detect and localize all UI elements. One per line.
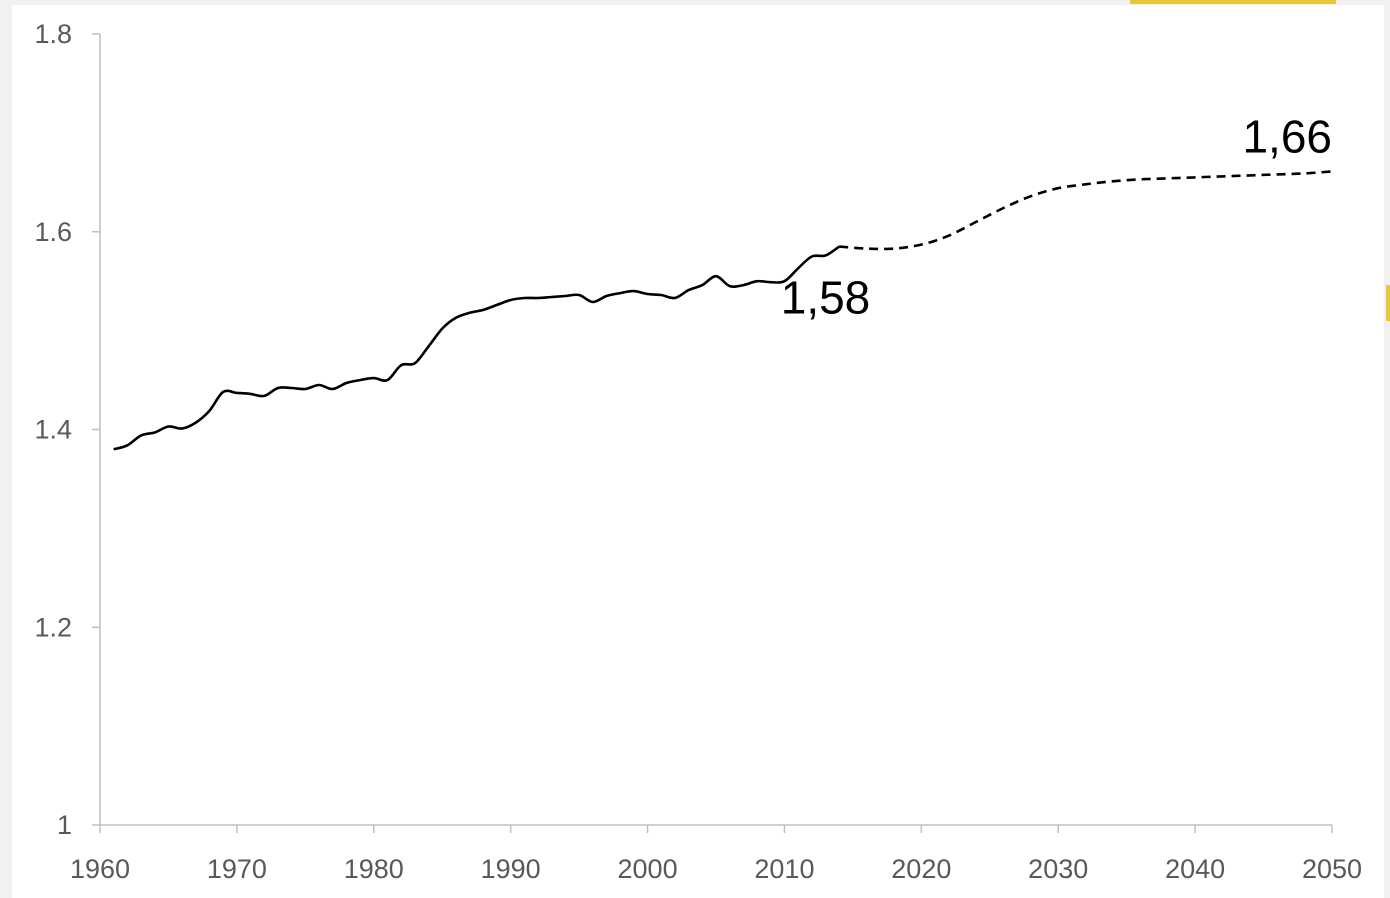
historical-series-line: [113, 245, 840, 451]
x-tick-label: 1980: [344, 854, 404, 884]
x-tick-label: 1970: [207, 854, 267, 884]
chart-annotations: 1,58 1,66: [781, 110, 1332, 323]
projection-series-line: [839, 170, 1333, 251]
x-tick-label: 2010: [754, 854, 814, 884]
x-tick-label: 2030: [1028, 854, 1088, 884]
x-tick-label: 2000: [618, 854, 678, 884]
x-tick-label: 2040: [1165, 854, 1225, 884]
x-tick-label: 2020: [891, 854, 951, 884]
accent-strip-side: [1386, 285, 1390, 321]
y-tick-label: 1: [57, 810, 72, 840]
y-tick-label: 1.2: [34, 612, 72, 642]
x-tick-label: 1960: [70, 854, 130, 884]
y-tick-label: 1.4: [34, 415, 72, 445]
accent-strip-top: [1130, 0, 1336, 4]
chart-axes: 1 1.2 1.4 1.6 1.8 1960 1970 1980 1990 2000 2010 202…: [34, 19, 1362, 884]
y-tick-label: 1.8: [34, 19, 72, 49]
x-tick-label: 2050: [1302, 854, 1362, 884]
frame-top-edge: [0, 0, 1390, 5]
frame-right-edge: [1384, 0, 1390, 898]
x-tick-label: 1990: [481, 854, 541, 884]
plot-area-background: [12, 5, 1384, 898]
frame-left-edge: [0, 0, 12, 898]
y-tick-label: 1.6: [34, 217, 72, 247]
value-annotation: 1,58: [781, 272, 871, 324]
chart-series: [113, 170, 1333, 451]
value-annotation: 1,66: [1242, 110, 1332, 162]
